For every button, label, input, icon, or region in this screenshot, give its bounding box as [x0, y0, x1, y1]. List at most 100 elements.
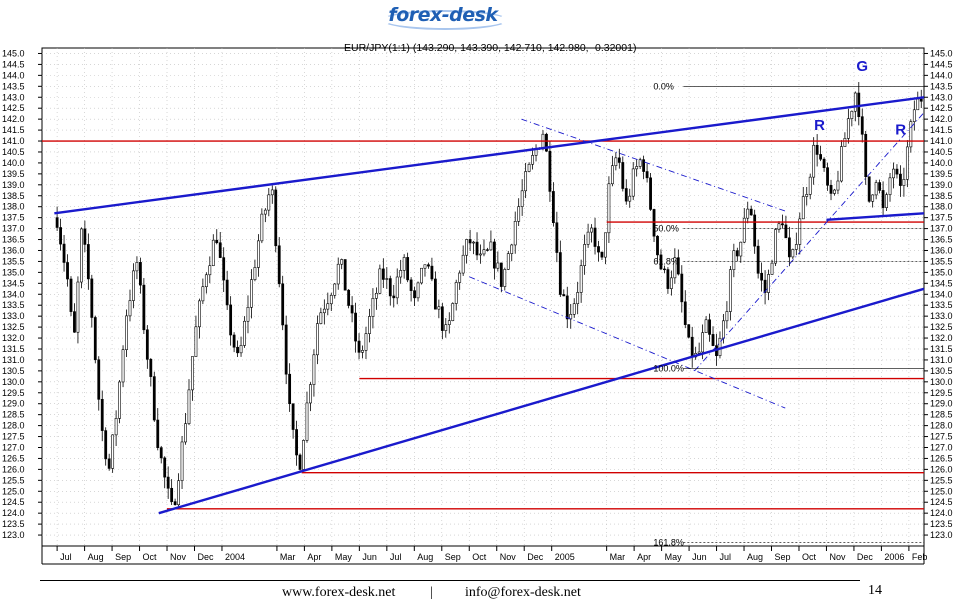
candle-body — [479, 253, 482, 256]
candle-body — [558, 252, 562, 295]
candle-body — [305, 402, 309, 441]
left-tick-label: 143.0 — [2, 92, 25, 102]
candle-body — [902, 178, 906, 186]
x-tick-label: Apr — [307, 552, 321, 562]
candle-body — [892, 168, 895, 179]
candle-body — [583, 244, 587, 266]
candle-body — [59, 227, 62, 245]
candle-body — [635, 166, 639, 170]
candle-body — [125, 315, 128, 350]
candle-body — [548, 150, 552, 192]
x-tick-label: Apr — [637, 552, 651, 562]
candle-body — [763, 279, 767, 293]
candle-body — [395, 276, 399, 299]
candle-body — [288, 373, 292, 405]
left-tick-label: 124.0 — [2, 508, 25, 518]
candle-body — [656, 235, 659, 256]
candle-body — [669, 277, 673, 289]
candle-body — [198, 300, 201, 328]
candle-body — [690, 336, 694, 358]
footer-email-link[interactable]: info@forex-desk.net — [465, 585, 581, 600]
left-tick-label: 141.0 — [2, 136, 25, 146]
candle-body — [815, 144, 819, 155]
candle-body — [329, 294, 333, 305]
candle-body — [180, 441, 184, 482]
right-tick-label: 138.5 — [930, 191, 953, 201]
candle-body — [492, 241, 496, 269]
candle-body — [666, 269, 670, 289]
footer-separator: | — [430, 585, 433, 600]
candle-body — [822, 158, 826, 168]
candle-body — [114, 418, 118, 436]
left-tick-label: 133.5 — [2, 300, 25, 310]
candle-body — [624, 188, 628, 202]
candle-body — [277, 245, 281, 285]
right-tick-label: 132.0 — [930, 333, 953, 343]
candle-body — [194, 326, 198, 357]
x-tick-label: Sep — [775, 552, 791, 562]
candle-body — [524, 171, 528, 192]
candle-body — [680, 273, 684, 303]
candle-body — [551, 191, 555, 224]
candle-body — [121, 349, 125, 383]
candle-body — [617, 157, 621, 163]
left-tick-label: 131.0 — [2, 355, 25, 365]
right-tick-label: 129.5 — [930, 388, 953, 398]
candle-body — [83, 228, 87, 245]
candle-body — [309, 384, 312, 404]
candle-body — [104, 430, 108, 460]
candle-body — [909, 121, 913, 148]
left-tick-label: 135.5 — [2, 256, 25, 266]
right-tick-label: 128.5 — [930, 410, 953, 420]
candle-body — [756, 245, 760, 274]
candle-body — [565, 295, 569, 320]
footer-website-link[interactable]: www.forex-desk.net — [282, 585, 396, 600]
candle-body — [402, 257, 406, 271]
candle-body — [433, 278, 437, 310]
left-tick-label: 125.5 — [2, 475, 25, 485]
candle-body — [361, 350, 364, 353]
candle-body — [794, 244, 798, 250]
right-tick-label: 141.0 — [930, 136, 953, 146]
candle-body — [545, 133, 548, 152]
candle-body — [475, 241, 479, 256]
candle-body — [846, 118, 850, 139]
candle-body — [829, 184, 833, 194]
x-axis: Jul Aug Sep Oct Nov Dec 2004 Mar Apr May Jun Jul Aug… — [56, 546, 927, 562]
candle-body — [791, 249, 795, 258]
x-tick-label: Mar — [610, 552, 626, 562]
candle-body — [826, 167, 829, 186]
candle-body — [62, 243, 66, 263]
left-tick-label: 142.0 — [2, 114, 25, 124]
candle-body — [843, 138, 847, 147]
x-tick-label: Sep — [445, 552, 461, 562]
candle-body — [423, 264, 427, 269]
candle-body — [139, 262, 142, 286]
candle-body — [708, 319, 711, 335]
candle-body — [600, 251, 604, 258]
x-tick-label: May — [335, 552, 353, 562]
left-tick-label: 139.0 — [2, 180, 25, 190]
left-tick-label: 137.5 — [2, 213, 25, 223]
candle-body — [867, 176, 871, 202]
x-tick-label: Nov — [829, 552, 846, 562]
candle-body — [576, 292, 580, 305]
fibonacci-level-label: 50.0% — [653, 224, 679, 234]
candle-body — [604, 232, 607, 258]
candle-body — [562, 294, 566, 297]
candle-body — [343, 259, 347, 291]
left-tick-label: 133.0 — [2, 311, 25, 321]
left-tick-label: 127.0 — [2, 442, 25, 452]
candle-body — [628, 195, 632, 202]
candle-body — [701, 332, 705, 353]
candle-body — [447, 320, 451, 325]
candle-body — [676, 257, 680, 275]
blue-dashed-channel-line — [521, 118, 786, 212]
candle-body — [145, 329, 149, 360]
right-tick-label: 139.0 — [930, 180, 953, 190]
left-tick-label: 132.5 — [2, 322, 25, 332]
right-tick-label: 140.0 — [930, 158, 953, 168]
candle-body — [173, 501, 177, 506]
x-tick-label: 2006 — [884, 552, 904, 562]
candle-body — [451, 303, 455, 321]
